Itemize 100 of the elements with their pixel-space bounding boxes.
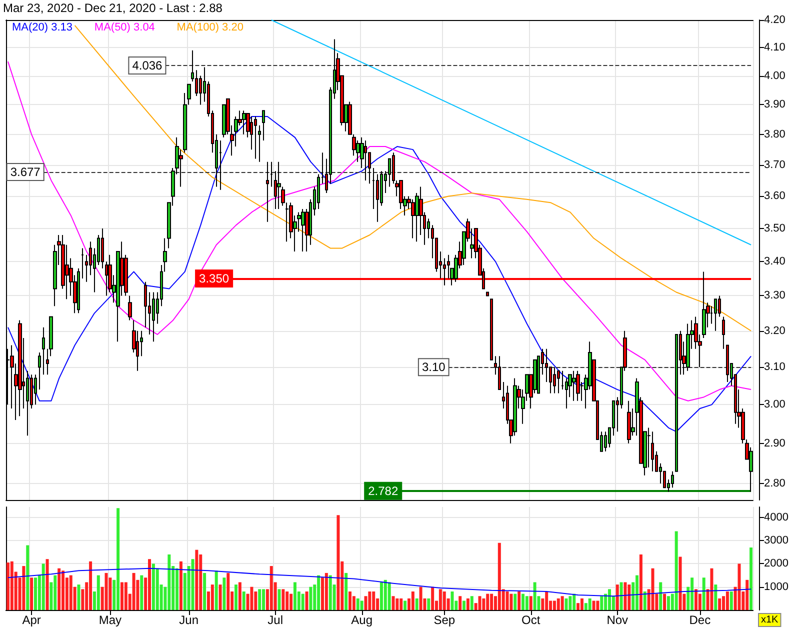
bar — [572, 594, 576, 610]
bar — [293, 582, 296, 610]
bar — [663, 594, 666, 610]
bar — [694, 589, 698, 610]
bar — [262, 589, 266, 610]
x-tick-label: Jun — [179, 613, 198, 627]
bar — [234, 584, 238, 610]
candlestick — [702, 271, 706, 339]
chart-title: Mar 23, 2020 - Dec 21, 2020 - Last : 2.88 — [3, 1, 223, 15]
bar — [344, 572, 348, 610]
y-tick-label: 3.60 — [764, 190, 786, 202]
bar — [328, 575, 332, 610]
text: MA(50) 3.04 — [94, 22, 155, 34]
bar — [282, 589, 285, 610]
bar — [195, 550, 198, 610]
bar — [179, 561, 182, 610]
bar — [34, 578, 37, 610]
y-tick-label: 3000 — [764, 534, 788, 547]
y-tick-label: 3.10 — [764, 361, 786, 374]
bar — [152, 564, 155, 610]
candlestick — [714, 298, 717, 332]
bar — [522, 594, 525, 610]
bar — [62, 570, 65, 610]
bar — [525, 596, 528, 610]
line-series — [74, 24, 752, 332]
bar — [639, 554, 642, 610]
text: MA(20) 3.13 — [12, 22, 73, 34]
bar — [442, 591, 446, 610]
x-tick-label: Apr — [22, 613, 41, 627]
bar — [552, 600, 556, 610]
bar — [22, 566, 26, 610]
x-tick-label: Nov — [606, 613, 628, 627]
bar — [628, 584, 631, 610]
candlestick — [627, 400, 631, 444]
bar — [596, 600, 600, 610]
candlestick — [364, 140, 367, 181]
bar — [191, 559, 194, 610]
candlestick — [38, 352, 41, 390]
bar — [651, 568, 654, 610]
x-tick-label: Oct — [522, 613, 541, 627]
bar — [305, 591, 308, 610]
y-tick-label: 1000 — [764, 580, 788, 593]
bar — [104, 572, 108, 610]
bar — [458, 596, 462, 610]
bar — [674, 531, 678, 610]
candlestick — [101, 228, 104, 269]
bar — [415, 598, 418, 610]
bar — [750, 548, 753, 610]
y-tick-label: 3.00 — [764, 398, 786, 411]
bar — [666, 596, 670, 610]
candlestick — [675, 334, 678, 472]
bar — [564, 598, 568, 610]
bar — [210, 584, 214, 610]
candlestick — [258, 124, 261, 162]
bar — [309, 586, 312, 610]
y-tick-label: 2000 — [764, 558, 788, 570]
bar — [124, 582, 128, 610]
bar — [506, 591, 509, 610]
bar — [96, 575, 100, 610]
x-tick-label: Dec — [689, 613, 711, 627]
x-tick-label: Aug — [351, 613, 372, 627]
y-tick-label: 2.80 — [764, 478, 786, 490]
candlestick — [572, 370, 576, 402]
bar — [368, 591, 372, 610]
bar — [336, 515, 340, 610]
bar — [490, 594, 494, 610]
line-series — [7, 61, 752, 402]
bar — [58, 568, 61, 610]
y-tick-label: 3.90 — [764, 98, 786, 111]
bar — [419, 586, 422, 610]
candlestick — [490, 298, 493, 360]
bar — [388, 582, 391, 610]
y-tick-label: 2.90 — [764, 437, 786, 450]
bar — [384, 580, 387, 610]
y-tick-label: 3.40 — [764, 256, 786, 268]
candlestick — [686, 323, 690, 372]
bar — [529, 596, 532, 610]
y-tick-label: 3.50 — [764, 222, 786, 234]
bar — [77, 584, 80, 610]
bar — [392, 596, 395, 610]
bar — [301, 594, 304, 610]
bar — [643, 591, 646, 610]
candlestick — [277, 161, 281, 210]
bar — [462, 600, 466, 610]
bar — [545, 591, 548, 610]
y-tick-label: 4.20 — [764, 14, 786, 26]
bar — [238, 582, 242, 610]
bar — [678, 556, 682, 610]
bar — [690, 578, 694, 610]
bar — [270, 566, 273, 610]
candlestick — [301, 208, 305, 252]
candlestick — [152, 292, 155, 342]
bar — [116, 508, 120, 610]
bar — [30, 578, 34, 610]
bar — [588, 598, 592, 610]
bar — [411, 591, 414, 610]
candlestick — [262, 110, 265, 141]
x-tick-label: Sep — [434, 613, 456, 627]
candlestick — [128, 295, 132, 321]
bar — [746, 580, 749, 610]
